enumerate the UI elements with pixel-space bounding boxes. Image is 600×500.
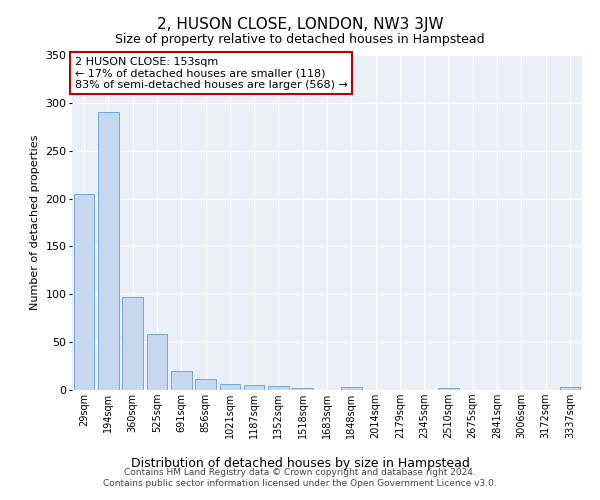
Bar: [268, 386, 289, 390]
Bar: [341, 387, 362, 390]
Y-axis label: Number of detached properties: Number of detached properties: [30, 135, 40, 310]
Bar: [220, 384, 240, 390]
Text: Size of property relative to detached houses in Hampstead: Size of property relative to detached ho…: [115, 32, 485, 46]
Text: Contains HM Land Registry data © Crown copyright and database right 2024.
Contai: Contains HM Land Registry data © Crown c…: [103, 468, 497, 487]
Bar: [146, 334, 167, 390]
Text: Distribution of detached houses by size in Hampstead: Distribution of detached houses by size …: [131, 458, 469, 470]
Bar: [171, 371, 191, 390]
Bar: [74, 194, 94, 390]
Bar: [195, 380, 216, 390]
Bar: [560, 387, 580, 390]
Text: 2 HUSON CLOSE: 153sqm
← 17% of detached houses are smaller (118)
83% of semi-det: 2 HUSON CLOSE: 153sqm ← 17% of detached …: [74, 56, 347, 90]
Bar: [122, 297, 143, 390]
Bar: [244, 385, 265, 390]
Bar: [292, 388, 313, 390]
Text: 2, HUSON CLOSE, LONDON, NW3 3JW: 2, HUSON CLOSE, LONDON, NW3 3JW: [157, 18, 443, 32]
Bar: [98, 112, 119, 390]
Bar: [438, 388, 459, 390]
